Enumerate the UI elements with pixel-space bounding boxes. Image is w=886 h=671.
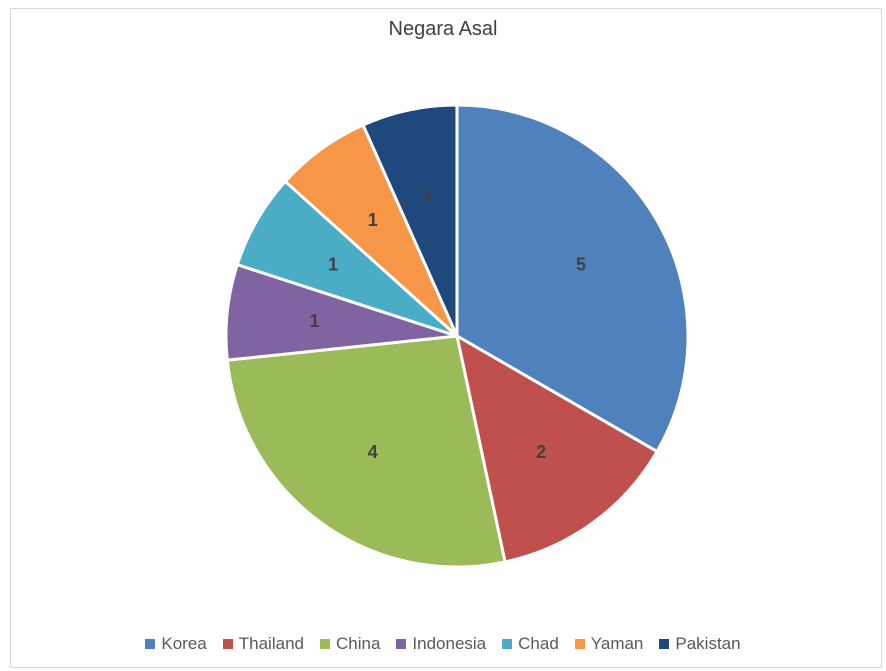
data-label-indonesia: 1 [310, 311, 320, 331]
legend-swatch-indonesia [396, 639, 407, 649]
legend: Korea Thailand China Indonesia Chad Yaman Paki… [0, 634, 886, 654]
data-label-thailand: 2 [536, 442, 546, 462]
pie-slice-china [225, 334, 507, 569]
legend-label-china: China [335, 634, 381, 653]
pie-slice-korea [455, 103, 690, 453]
legend-label-yaman: Yaman [590, 634, 644, 653]
legend-item-pakistan: Pakistan [659, 634, 741, 654]
legend-item-indonesia: Indonesia [396, 634, 486, 654]
legend-item-china: China [319, 634, 381, 654]
data-label-pakistan: 1 [422, 186, 432, 206]
pie-slice-pakistan [361, 103, 459, 338]
legend-item-korea: Korea [145, 634, 207, 654]
legend-item-yaman: Yaman [574, 634, 644, 654]
data-label-korea: 5 [576, 254, 586, 274]
pie-slice-thailand [455, 334, 659, 564]
legend-swatch-china [319, 639, 330, 649]
legend-label-korea: Korea [161, 634, 207, 653]
legend-swatch-chad [502, 639, 513, 649]
legend-item-thailand: Thailand [222, 634, 304, 654]
legend-swatch-yaman [574, 639, 585, 649]
legend-label-pakistan: Pakistan [675, 634, 741, 653]
legend-swatch-pakistan [659, 639, 670, 649]
legend-swatch-korea [145, 639, 156, 649]
data-label-yaman: 1 [368, 210, 378, 230]
legend-swatch-thailand [222, 639, 233, 649]
data-label-china: 4 [368, 442, 378, 462]
legend-label-indonesia: Indonesia [412, 634, 487, 653]
legend-label-chad: Chad [518, 634, 559, 653]
legend-item-chad: Chad [502, 634, 559, 654]
data-label-chad: 1 [328, 254, 338, 274]
chart-title: Negara Asal [388, 18, 498, 40]
legend-label-thailand: Thailand [238, 634, 304, 653]
